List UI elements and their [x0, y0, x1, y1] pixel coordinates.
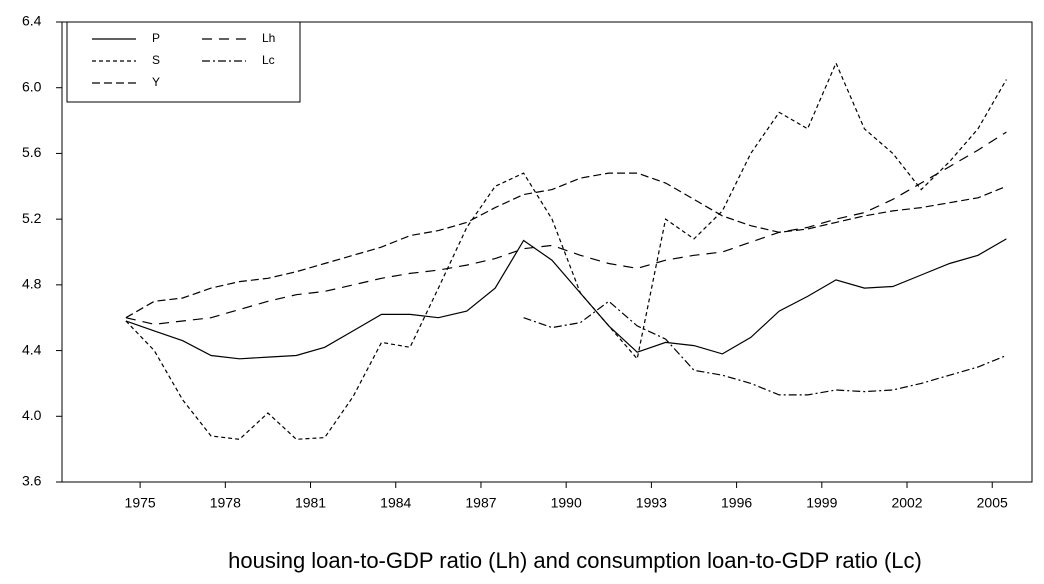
y-tick-label: 6.0: [22, 78, 42, 94]
legend-box: [66, 21, 301, 103]
x-tick-label: 1981: [295, 495, 326, 511]
y-tick-label: 5.2: [22, 210, 42, 226]
legend-label: S: [152, 53, 160, 67]
x-tick-label: 1993: [636, 495, 667, 511]
series-line: [125, 131, 1007, 325]
y-tick-label: 6.4: [22, 13, 42, 29]
legend-label: P: [152, 31, 160, 45]
y-tick-label: 3.6: [22, 473, 42, 489]
x-tick-label: 1975: [125, 495, 156, 511]
series-line: [125, 238, 1007, 360]
x-tick-label: 1999: [806, 495, 837, 511]
y-tick-label: 4.0: [22, 407, 42, 423]
x-tick-label: 1990: [551, 495, 582, 511]
y-tick-label: 4.8: [22, 276, 42, 292]
x-tick-label: 1987: [465, 495, 496, 511]
series-line: [125, 172, 1007, 319]
x-tick-label: 2002: [891, 495, 922, 511]
y-tick-label: 4.4: [22, 341, 42, 357]
x-tick-label: 1978: [210, 495, 241, 511]
series-line: [125, 61, 1007, 440]
x-tick-label: 2005: [977, 495, 1008, 511]
x-tick-label: 1996: [721, 495, 752, 511]
plot-frame: [61, 21, 1033, 483]
x-tick-label: 1984: [380, 495, 411, 511]
series-line: [523, 300, 1007, 396]
legend-label: Lh: [262, 31, 275, 45]
legend-label: Lc: [262, 53, 275, 67]
x-axis-label: housing loan-to-GDP ratio (Lh) and consu…: [228, 548, 922, 573]
y-tick-label: 5.6: [22, 144, 42, 160]
legend-label: Y: [152, 75, 160, 89]
